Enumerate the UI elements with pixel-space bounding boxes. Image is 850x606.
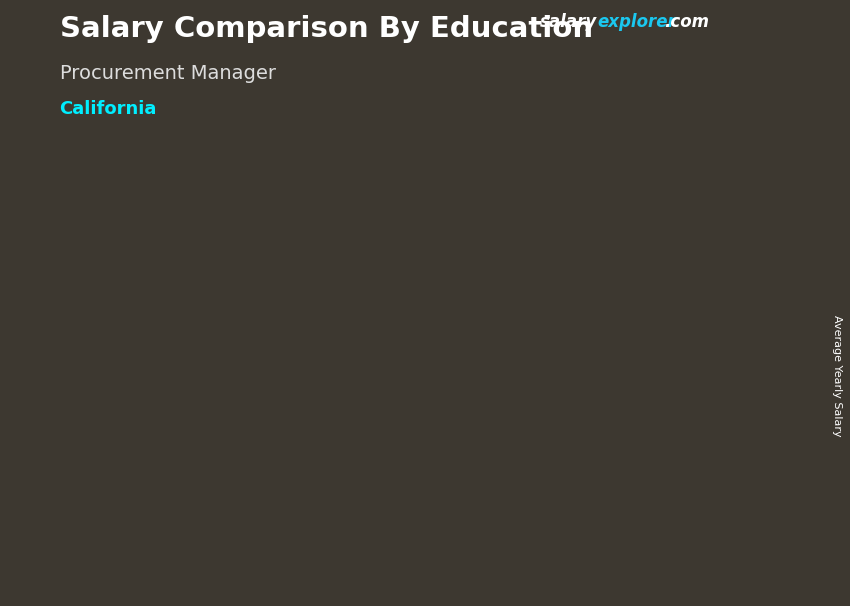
Text: salary: salary xyxy=(540,13,597,32)
Polygon shape xyxy=(110,398,202,527)
Text: 226,000 USD: 226,000 USD xyxy=(460,335,551,349)
Polygon shape xyxy=(639,256,741,273)
Bar xyxy=(642,96,740,100)
Bar xyxy=(642,92,740,96)
Text: Average Yearly Salary: Average Yearly Salary xyxy=(832,315,842,436)
Text: 274,000 USD: 274,000 USD xyxy=(636,291,727,305)
Bar xyxy=(642,87,740,92)
Bar xyxy=(642,52,681,82)
Text: +21%: +21% xyxy=(565,177,646,201)
Bar xyxy=(642,82,740,87)
Bar xyxy=(642,65,740,69)
Bar xyxy=(642,78,740,82)
Polygon shape xyxy=(731,256,741,527)
Polygon shape xyxy=(555,301,565,527)
Polygon shape xyxy=(463,301,565,318)
Bar xyxy=(642,69,740,74)
Bar xyxy=(642,61,740,65)
Text: +41%: +41% xyxy=(389,237,470,261)
Polygon shape xyxy=(202,381,212,527)
Bar xyxy=(642,56,740,61)
Text: Procurement Manager: Procurement Manager xyxy=(60,64,275,82)
Polygon shape xyxy=(378,362,389,527)
Text: 160,000 USD: 160,000 USD xyxy=(283,396,374,410)
Polygon shape xyxy=(110,381,212,398)
Polygon shape xyxy=(286,362,389,379)
Text: 140,000 USD: 140,000 USD xyxy=(107,415,198,429)
Bar xyxy=(642,105,740,109)
Polygon shape xyxy=(286,379,378,527)
Text: explorer: explorer xyxy=(598,13,677,32)
Polygon shape xyxy=(639,273,731,527)
Bar xyxy=(642,74,740,78)
Polygon shape xyxy=(463,318,555,527)
Bar xyxy=(642,100,740,105)
Text: .com: .com xyxy=(665,13,710,32)
Text: California: California xyxy=(60,100,157,118)
Text: +14%: +14% xyxy=(213,314,294,338)
Bar xyxy=(642,52,740,56)
Text: Salary Comparison By Education: Salary Comparison By Education xyxy=(60,15,592,43)
